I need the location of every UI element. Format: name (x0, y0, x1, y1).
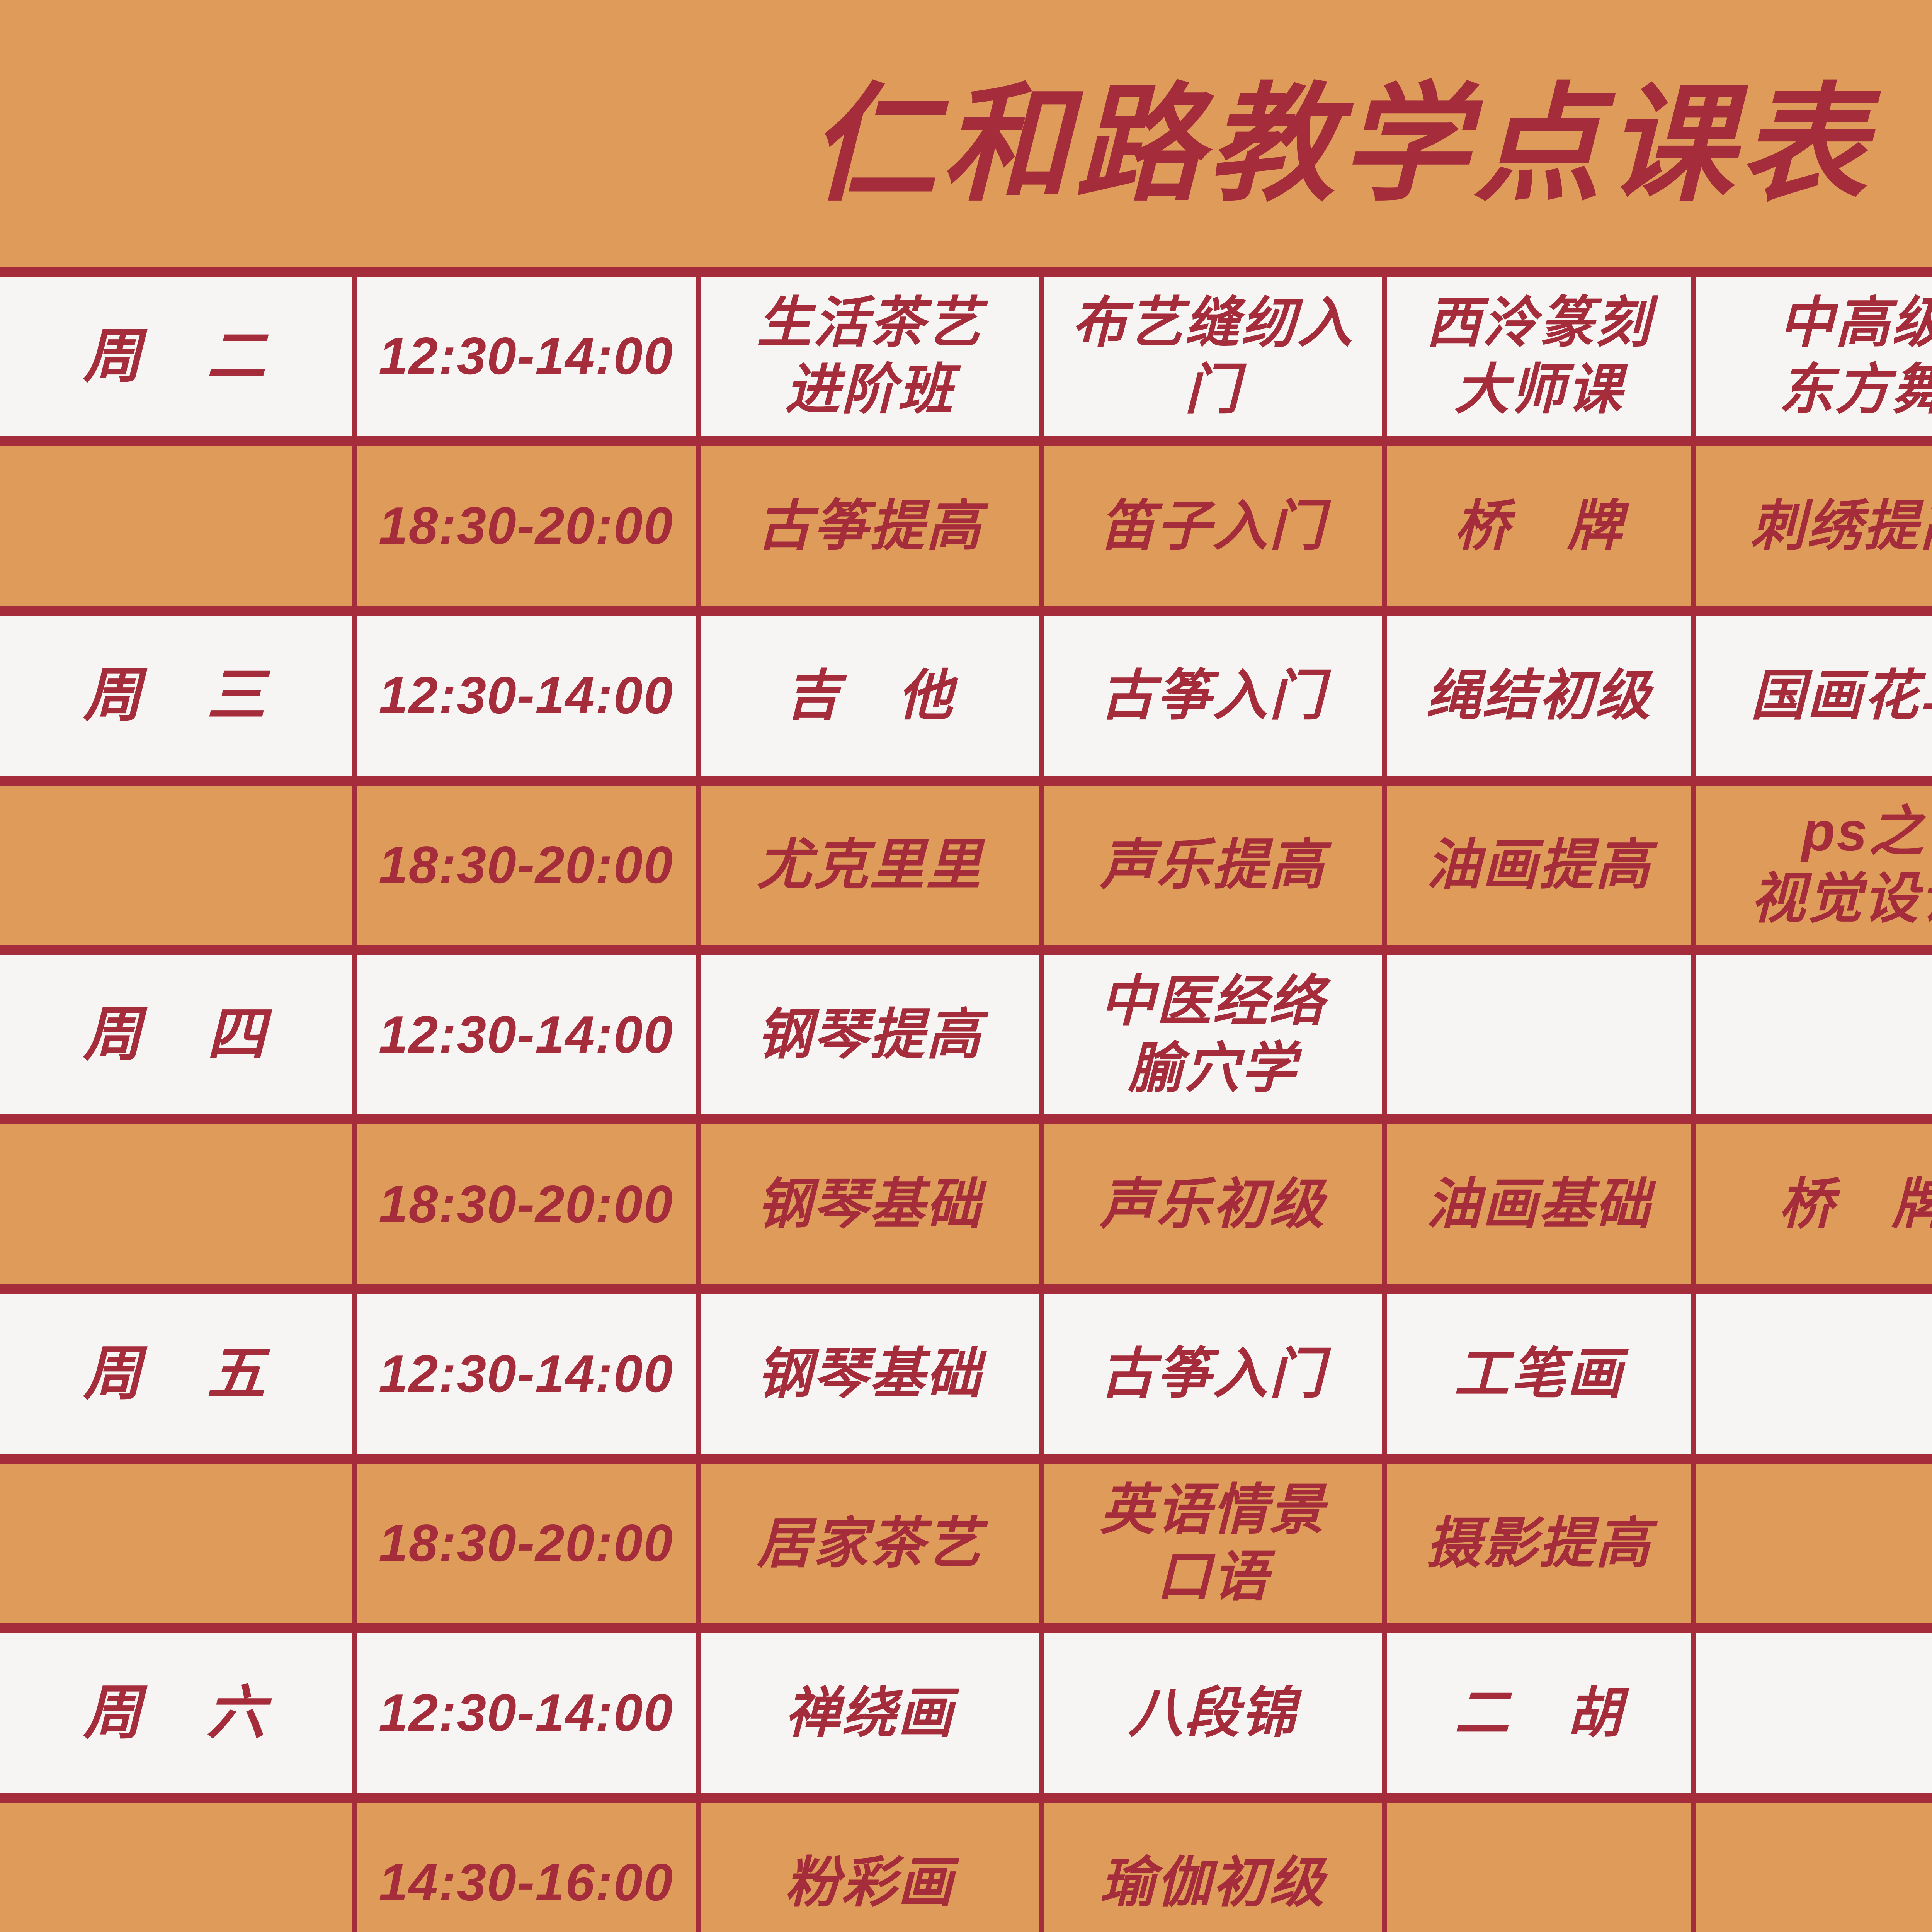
time-cell: 12:30-14:00 (352, 277, 696, 436)
class-cell: 桥 牌 (1691, 1124, 1932, 1284)
schedule-row: 周 三 12:30-14:00 吉 他 古筝入门 绳结初级 国画花鸟 爵士舞 (0, 605, 1932, 776)
day-cell: 周 六 (83, 1680, 269, 1746)
schedule-row: 周 四 12:30-14:00 钢琴提高 中医经络 腧穴学 (0, 945, 1932, 1115)
day-cell: 周 四 (83, 1002, 269, 1068)
schedule-row: 周 五 12:30-14:00 钢琴基础 古筝入门 工笔画 (0, 1284, 1932, 1454)
class-cell: 瑜伽初级 (1039, 1803, 1382, 1932)
class-cell: 古筝入门 (1039, 616, 1382, 776)
class-cell: 国画花鸟 (1691, 616, 1932, 776)
time-cell: 14:30-16:00 (352, 1803, 696, 1932)
day-cell (0, 1124, 352, 1284)
class-cell: 英语情景 口语 (1039, 1464, 1382, 1623)
schedule-row: 周 六 12:30-14:00 禅绕画 八段锦 二 胡 (0, 1623, 1932, 1793)
class-cell (1691, 1294, 1932, 1454)
class-cell: 桥 牌 (1382, 446, 1691, 606)
class-cell: 居家茶艺 (696, 1464, 1039, 1623)
time-cell: 18:30-20:00 (352, 1464, 696, 1623)
time-cell: 12:30-14:00 (352, 1633, 696, 1793)
schedule-row: 14:30-16:00 粉彩画 瑜伽初级 (0, 1793, 1932, 1932)
class-cell (1382, 955, 1691, 1115)
class-cell: 钢琴提高 (696, 955, 1039, 1115)
class-cell: 古筝入门 (1039, 1294, 1382, 1454)
class-cell: 摄影提高 (1382, 1464, 1691, 1623)
day-cell: 周 五 (83, 1340, 269, 1406)
class-cell: 钢琴基础 (696, 1294, 1039, 1454)
schedule-row: 18:30-20:00 古筝提高 笛子入门 桥 牌 刺绣提高 中医推拿 国画山水 (0, 436, 1932, 606)
class-cell: 古筝提高 (696, 446, 1039, 606)
schedule-row: 18:30-20:00 居家茶艺 英语情景 口语 摄影提高 (0, 1454, 1932, 1623)
day-cell (0, 1464, 352, 1623)
class-cell: 刺绣提高 (1691, 446, 1932, 606)
class-cell: 绳结初级 (1382, 616, 1691, 776)
class-cell: 油画提高 (1382, 785, 1691, 945)
day-cell (0, 786, 352, 945)
class-cell: 声乐提高 (1039, 785, 1382, 945)
schedule-row: 18:30-20:00 钢琴基础 声乐初级 油画基础 桥 牌 听见你的 声音 摄… (0, 1114, 1932, 1284)
day-cell: 周 二 (83, 323, 269, 389)
class-cell: 西泠篆刻 大师课 (1382, 277, 1691, 436)
class-cell (1691, 955, 1932, 1115)
time-cell: 12:30-14:00 (352, 616, 696, 776)
class-cell: 八段锦 (1039, 1633, 1382, 1793)
schedule-table: 周 二 12:30-14:00 生活茶艺 进阶班 布艺缝纫入门 西泠篆刻 大师课… (0, 267, 1932, 1932)
class-cell: 吉 他 (696, 616, 1039, 776)
day-cell (0, 1803, 352, 1932)
class-cell: 工笔画 (1382, 1294, 1691, 1454)
class-cell: 尤克里里 (696, 785, 1039, 945)
class-cell: ps之 视觉设计 (1691, 785, 1932, 945)
schedule-row: 18:30-20:00 尤克里里 声乐提高 油画提高 ps之 视觉设计 瑜伽提高 (0, 775, 1932, 945)
class-cell: 二 胡 (1382, 1633, 1691, 1793)
class-cell (1691, 1633, 1932, 1793)
class-cell (1691, 1464, 1932, 1623)
class-cell: 禅绕画 (696, 1633, 1039, 1793)
time-cell: 12:30-14:00 (352, 1294, 696, 1454)
class-cell (1691, 1803, 1932, 1932)
class-cell: 粉彩画 (696, 1803, 1039, 1932)
time-cell: 18:30-20:00 (352, 446, 696, 606)
time-cell: 18:30-20:00 (352, 1124, 696, 1284)
class-cell: 油画基础 (1382, 1124, 1691, 1284)
schedule-row: 周 二 12:30-14:00 生活茶艺 进阶班 布艺缝纫入门 西泠篆刻 大师课… (0, 267, 1932, 436)
class-cell: 生活茶艺 进阶班 (696, 277, 1039, 436)
class-cell (1382, 1803, 1691, 1932)
time-cell: 12:30-14:00 (352, 955, 696, 1115)
class-cell: 笛子入门 (1039, 446, 1382, 606)
class-cell: 中医经络 腧穴学 (1039, 955, 1382, 1115)
class-cell: 布艺缝纫入门 (1039, 277, 1382, 436)
page-title: 仁和路教学点课表 (809, 73, 1872, 216)
day-cell (0, 446, 352, 606)
class-cell: 中高级 东方舞 (1691, 277, 1932, 436)
day-cell: 周 三 (83, 662, 269, 728)
class-cell: 钢琴基础 (696, 1124, 1039, 1284)
title-banner: 仁和路教学点课表 (0, 0, 1932, 267)
class-cell: 声乐初级 (1039, 1124, 1382, 1284)
time-cell: 18:30-20:00 (352, 785, 696, 945)
